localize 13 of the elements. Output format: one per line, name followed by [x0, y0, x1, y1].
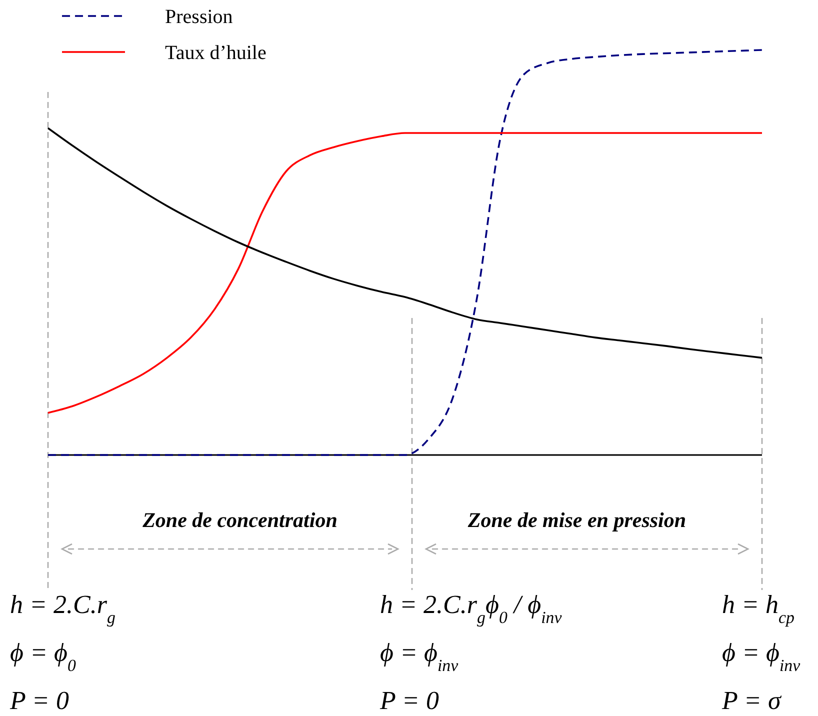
- text: h = 2.C.r$_{g}$: [10, 590, 116, 626]
- text: h = 2.C.r$_{g}$ϕ$_{0}$ / ϕ$_{inv}$: [380, 590, 562, 626]
- text: Zone de concentration: [142, 508, 338, 532]
- legend-label: Taux d’huile: [165, 42, 266, 64]
- text: Zone de mise en pression: [466, 508, 686, 532]
- text: ϕ = ϕ$_{0}$: [10, 638, 76, 674]
- text: ϕ = ϕ$_{inv}$: [380, 638, 459, 674]
- text: ϕ = ϕ$_{inv}$: [722, 638, 801, 674]
- text: P = 0: [9, 686, 69, 715]
- legend-label: Pression: [165, 6, 233, 28]
- text: P = σ: [721, 686, 782, 715]
- text: h = h$_{cp}$: [722, 590, 794, 626]
- text: P = 0: [379, 686, 439, 715]
